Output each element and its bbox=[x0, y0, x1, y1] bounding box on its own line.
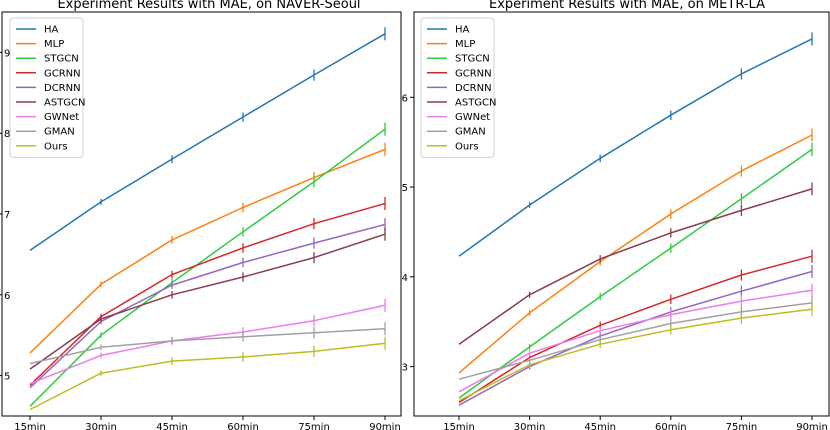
legend-label: MLP bbox=[44, 39, 64, 50]
plot-frame bbox=[413, 11, 830, 417]
legend-box bbox=[420, 17, 495, 158]
legend-label: GWNet bbox=[44, 112, 79, 123]
chart-title: Experiment Results with MAE, on NAVER-Se… bbox=[57, 0, 360, 12]
series-line-mlp bbox=[458, 134, 813, 374]
series-line-gman bbox=[29, 327, 386, 365]
y-tick-label: 5 bbox=[402, 183, 408, 194]
series-line-gman bbox=[458, 302, 813, 380]
legend-box bbox=[9, 17, 84, 158]
legend-label: Ours bbox=[44, 141, 68, 152]
legend-label: DCRNN bbox=[455, 83, 492, 94]
x-tick-label: 15min bbox=[14, 422, 46, 430]
x-tick-label: 45min bbox=[156, 422, 188, 430]
series-line-ha bbox=[458, 38, 813, 257]
y-tick-label: 4 bbox=[402, 273, 408, 284]
x-tick-label: 30min bbox=[514, 422, 546, 430]
x-tick-label: 60min bbox=[655, 422, 687, 430]
legend-label: MLP bbox=[455, 39, 475, 50]
y-tick-label: 6 bbox=[402, 93, 408, 104]
chart-metr-la: Experiment Results with MAE, on METR-LA … bbox=[402, 0, 830, 430]
series-line-ours bbox=[29, 342, 386, 411]
y-tick-label: 9 bbox=[4, 48, 10, 59]
x-tick-label: 15min bbox=[443, 422, 475, 430]
x-tick-label: 75min bbox=[298, 422, 330, 430]
y-tick-label: 6 bbox=[4, 291, 10, 302]
legend-label: DCRNN bbox=[44, 83, 81, 94]
x-tick-label: 75min bbox=[726, 422, 758, 430]
y-tick-label: 8 bbox=[4, 129, 10, 140]
series-line-gwnet bbox=[458, 289, 813, 393]
legend-label: HA bbox=[44, 25, 59, 36]
legend-label: HA bbox=[455, 25, 470, 36]
legend-label: GCRNN bbox=[455, 68, 492, 79]
x-tick-label: 45min bbox=[584, 422, 616, 430]
series-line-gcrnn bbox=[458, 255, 813, 404]
legend-label: STGCN bbox=[44, 54, 79, 65]
legend: HA MLP STGCN GCRNN DCRNN ASTGCN GWNet GMAN Ours bbox=[9, 17, 86, 158]
legend-label: ASTGCN bbox=[455, 98, 497, 109]
series-line-dcrnn bbox=[458, 270, 813, 406]
legend-label: GMAN bbox=[44, 127, 75, 138]
chart-naver-seoul: Experiment Results with MAE, on NAVER-Se… bbox=[0, 0, 402, 430]
legend-label: GCRNN bbox=[44, 68, 81, 79]
legend-label: GWNet bbox=[455, 112, 490, 123]
series-line-gcrnn bbox=[29, 202, 386, 386]
series-line-dcrnn bbox=[29, 223, 386, 389]
x-tick-label: 30min bbox=[85, 422, 117, 430]
x-tick-label: 60min bbox=[227, 422, 259, 430]
series-line-stgcn bbox=[458, 148, 813, 399]
legend-label: Ours bbox=[455, 141, 479, 152]
legend-label: GMAN bbox=[455, 127, 486, 138]
legend-label: STGCN bbox=[455, 54, 490, 65]
chart-title: Experiment Results with MAE, on METR-LA bbox=[489, 0, 765, 12]
x-tick-label: 90min bbox=[796, 422, 828, 430]
legend-label: ASTGCN bbox=[44, 98, 86, 109]
series-line-stgcn bbox=[29, 128, 386, 407]
series-line-gwnet bbox=[29, 304, 386, 385]
series-line-astgcn bbox=[458, 188, 813, 345]
x-tick-label: 90min bbox=[369, 422, 401, 430]
y-tick-label: 3 bbox=[402, 363, 408, 374]
y-tick-label: 5 bbox=[4, 372, 10, 383]
series-line-ours bbox=[458, 308, 813, 402]
legend: HA MLP STGCN GCRNN DCRNN ASTGCN GWNet GMAN Ours bbox=[420, 17, 497, 158]
series-line-ha bbox=[29, 33, 386, 252]
y-tick-label: 7 bbox=[4, 210, 10, 221]
series-line-astgcn bbox=[29, 233, 386, 370]
